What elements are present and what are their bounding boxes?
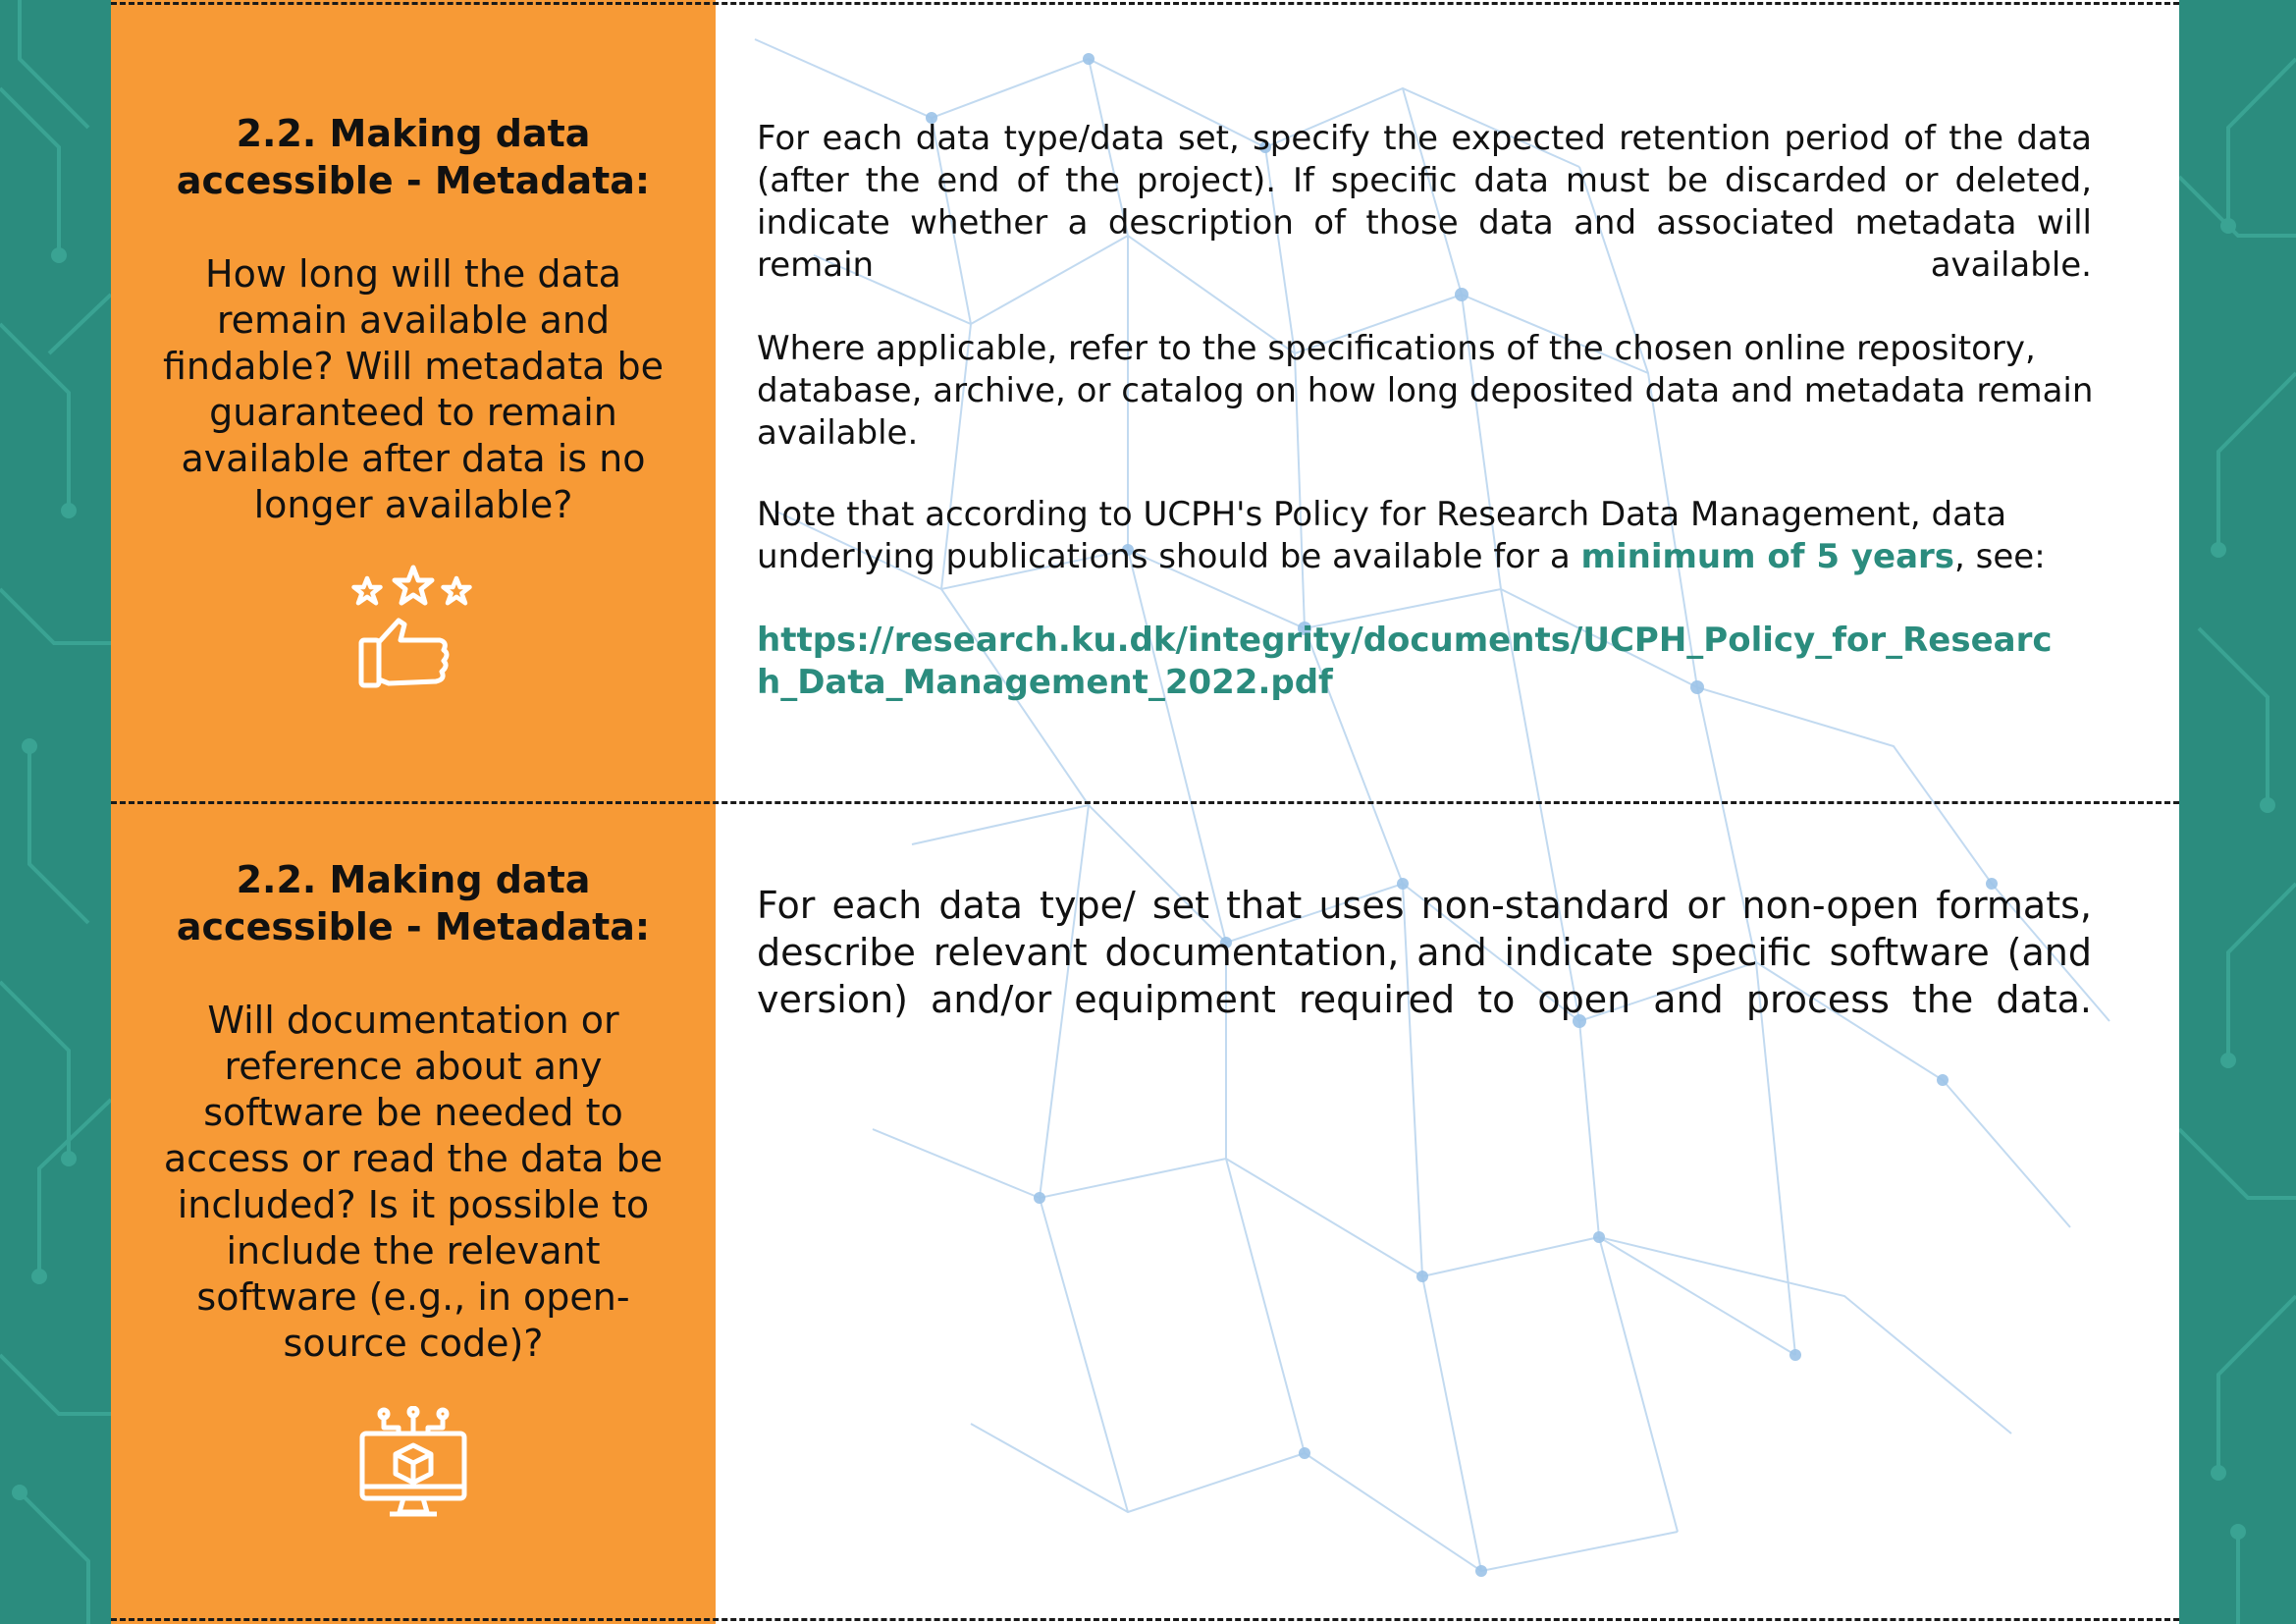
section-2-question: Will documentation or reference about an…	[163, 999, 664, 1365]
section-2-heading: 2.2. Making data accessible - Metadata:	[176, 858, 651, 948]
right-circuit-band	[2179, 0, 2296, 1624]
policy-document-link[interactable]: https://research.ku.dk/integrity/documen…	[757, 621, 2053, 702]
bottom-dashed-divider	[111, 1618, 2179, 1621]
thumbs-up-stars-icon	[351, 565, 472, 688]
section-1-policy-paragraph: Note that according to UCPH's Policy for…	[757, 494, 2107, 578]
section-1-heading: 2.2. Making data accessible - Metadata:	[176, 112, 651, 202]
section-1-question-panel: 2.2. Making data accessible - Metadata: …	[111, 110, 716, 691]
section-1-answer-panel: For each data type/data set, specify the…	[757, 118, 2179, 704]
section-1-retention-paragraph: For each data type/data set, specify the…	[757, 119, 2092, 285]
retention-minimum-highlight: minimum of 5 years	[1580, 537, 1955, 576]
software-monitor-icon	[359, 1406, 467, 1517]
section-1-question: How long will the data remain available …	[163, 252, 664, 526]
network-background	[754, 38, 2110, 1577]
section-1-repository-paragraph: Where applicable, refer to the specifica…	[757, 329, 2094, 453]
policy-text-before: Note that according to UCPH's Policy for…	[757, 495, 2007, 576]
document-page: 2.2. Making data accessible - Metadata: …	[111, 0, 2179, 1624]
section-2-answer-panel: For each data type/ set that uses non-st…	[757, 882, 2179, 1023]
left-circuit-band	[0, 0, 111, 1624]
question-column	[111, 0, 716, 1624]
section-2-software-paragraph: For each data type/ set that uses non-st…	[757, 884, 2092, 1021]
policy-text-after: , see:	[1954, 537, 2046, 576]
middle-dashed-divider	[111, 801, 2179, 804]
top-dashed-divider	[111, 2, 2179, 5]
section-2-question-panel: 2.2. Making data accessible - Metadata: …	[111, 856, 716, 1524]
